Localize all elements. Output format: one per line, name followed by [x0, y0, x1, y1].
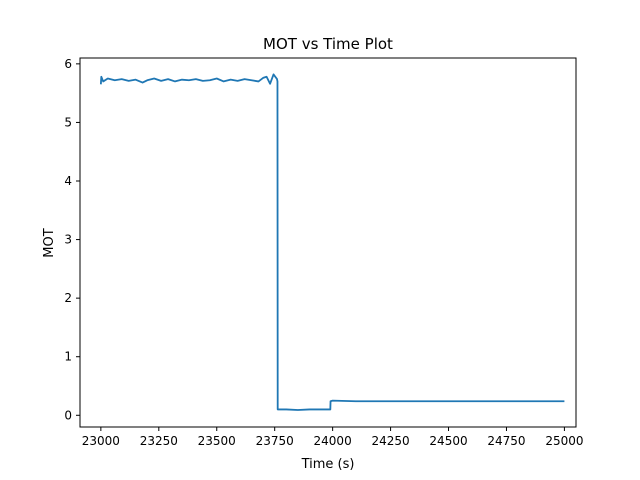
y-tick-label: 4 [64, 174, 72, 188]
chart-title: MOT vs Time Plot [263, 35, 393, 53]
x-tick-label: 23500 [198, 434, 236, 448]
x-tick-label: 23750 [256, 434, 294, 448]
x-tick-label: 24500 [429, 434, 467, 448]
y-tick-label: 6 [64, 57, 72, 71]
y-tick-label: 3 [64, 233, 72, 247]
x-tick-label: 24000 [314, 434, 352, 448]
y-tick-label: 2 [64, 291, 72, 305]
series-line [99, 73, 565, 411]
x-tick-label: 25000 [545, 434, 583, 448]
y-tick-label: 1 [64, 350, 72, 364]
x-axis-label: Time (s) [301, 457, 355, 472]
x-tick-label: 24250 [371, 434, 409, 448]
y-axis: 0 1 2 3 4 5 6 [64, 57, 80, 422]
y-axis-label: MOT [42, 228, 57, 257]
plot-area [99, 73, 565, 411]
x-tick-label: 23250 [140, 434, 178, 448]
x-tick-label: 24750 [487, 434, 525, 448]
y-tick-label: 0 [64, 408, 72, 422]
y-tick-label: 5 [64, 115, 72, 129]
x-axis: 23000 23250 23500 23750 24000 24250 24500 24750… [82, 427, 584, 448]
axes-frame [79, 57, 577, 428]
x-tick-label: 23000 [82, 434, 120, 448]
